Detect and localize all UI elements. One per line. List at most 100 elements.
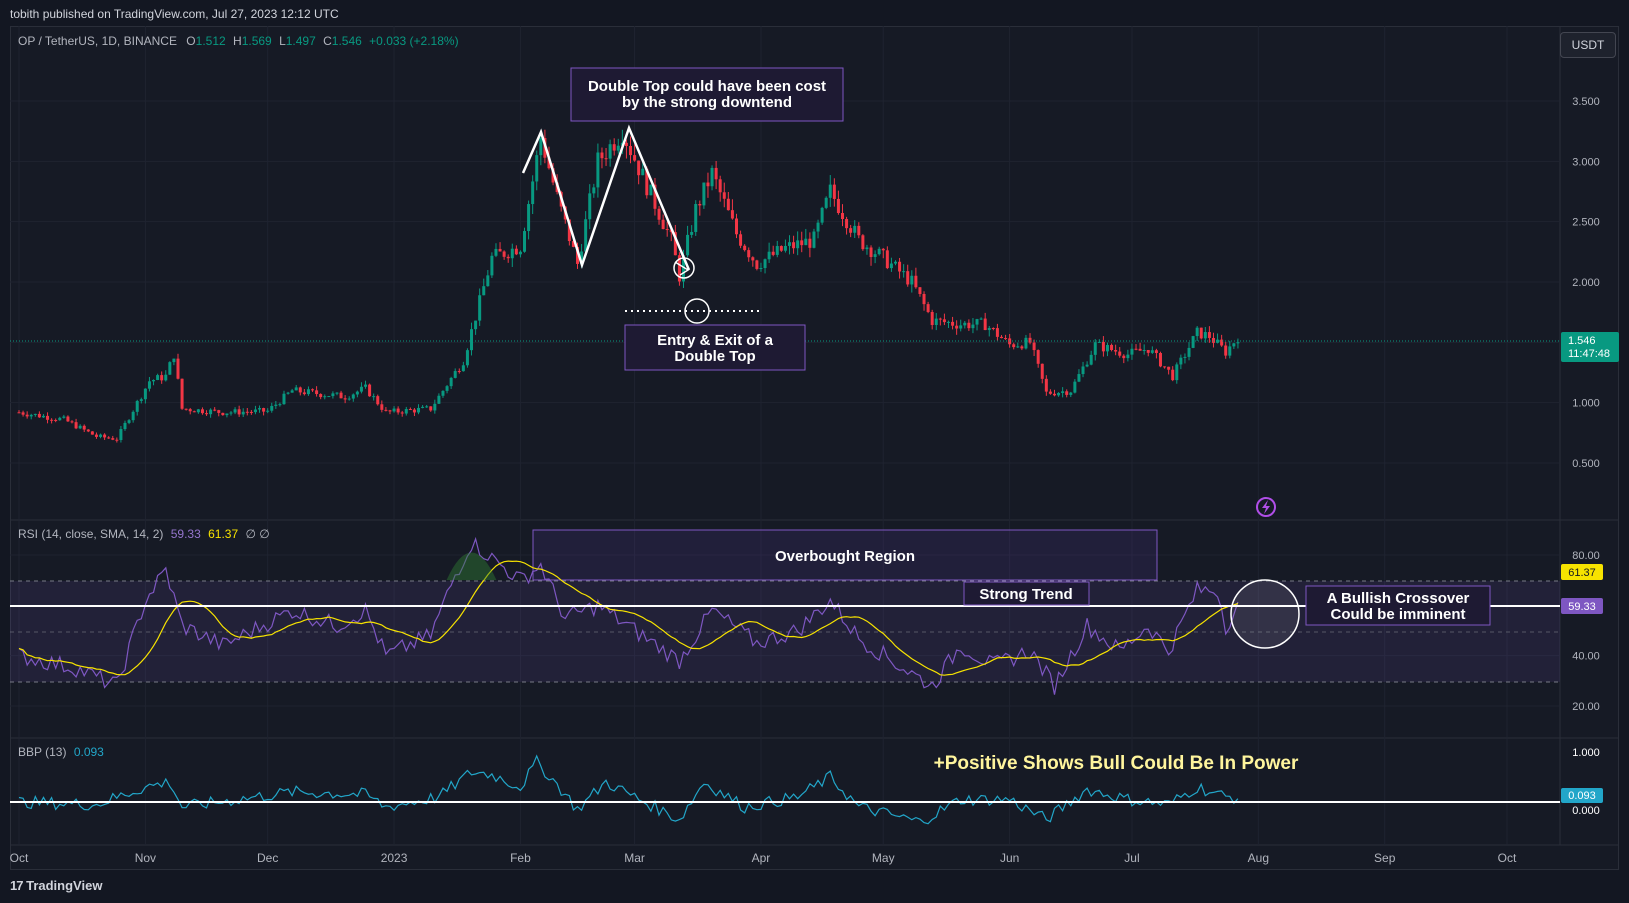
tradingview-footer[interactable]: 17 TradingView [10, 878, 102, 893]
rsi-axis-label: 20.00 [1572, 701, 1600, 713]
candle-body [351, 394, 355, 399]
candle-body [417, 407, 421, 413]
candle-body [274, 404, 278, 406]
candle-body [730, 210, 734, 219]
axis-layer: Oct Nov Dec 2023 Feb Mar Apr May Jun Jul Aug Sep Oct… [10, 96, 1600, 865]
candle-body [869, 247, 873, 257]
candle-body [1061, 391, 1065, 393]
bbp-legend[interactable]: BBP (13) 0.093 [18, 745, 104, 759]
candle-body [816, 222, 820, 232]
lightning-event-icon[interactable] [1256, 497, 1276, 517]
candle-body [437, 395, 441, 404]
time-axis-label: Mar [624, 851, 645, 865]
candle-body [465, 350, 469, 366]
candle-body [567, 219, 571, 242]
candle-body [946, 321, 950, 323]
candle-body [857, 225, 861, 236]
candle-body [1220, 339, 1224, 346]
candle-body [139, 399, 143, 401]
candle-body [551, 168, 555, 183]
candle-body [229, 412, 233, 414]
candle-body [951, 321, 955, 326]
candle-body [514, 248, 518, 255]
candle-body [408, 409, 412, 411]
candle-body [1052, 393, 1056, 396]
rsi-layer [18, 536, 1239, 695]
candle-body [1134, 348, 1138, 350]
candle-body [1224, 345, 1228, 356]
candle-body [70, 421, 74, 423]
candle-body [902, 271, 906, 273]
rsi-legend-extra: ∅ ∅ [245, 527, 270, 541]
candle-body [368, 384, 372, 397]
rsi-legend[interactable]: RSI (14, close, SMA, 14, 2) 59.33 61.37 … [18, 527, 270, 541]
candle-body [999, 336, 1003, 339]
candle-body [735, 218, 739, 235]
candle-body [987, 327, 991, 331]
candle-body [710, 167, 714, 187]
candle-body [779, 246, 783, 251]
rsi-line [18, 536, 1239, 695]
time-axis-label: Oct [10, 851, 29, 865]
candle-body [41, 415, 45, 418]
candle-body [1232, 343, 1236, 347]
candle-body [1057, 392, 1061, 396]
candle-body [747, 250, 751, 258]
candle-body [282, 393, 286, 405]
candle-body [156, 375, 160, 381]
candle-body [624, 142, 628, 146]
candle-body [975, 319, 979, 325]
candle-body [82, 425, 86, 430]
rsi-ma-badge-value: 61.37 [1568, 567, 1596, 579]
candle-body [934, 318, 938, 325]
candle-body [347, 398, 351, 400]
candle-body [262, 408, 266, 412]
candle-body [225, 413, 229, 416]
candle-body [885, 250, 889, 269]
candle-body [1069, 392, 1073, 395]
double-top-drawing [521, 124, 691, 271]
high-value: 1.569 [241, 34, 272, 48]
candle-body [1167, 366, 1171, 370]
candle-body [1138, 348, 1142, 351]
currency-button[interactable]: USDT [1560, 32, 1616, 58]
candle-body [1028, 337, 1032, 343]
candle-body [1199, 327, 1203, 339]
candle-body [926, 304, 930, 313]
price-axis-label: 3.000 [1572, 156, 1600, 168]
candle-body [918, 287, 922, 294]
candle-body [1016, 346, 1020, 348]
candle-body [412, 409, 416, 413]
candle-body [449, 377, 453, 387]
candle-body [840, 213, 844, 220]
candle-body [1048, 391, 1052, 394]
high-label: H [233, 34, 242, 48]
last-price-badge [1561, 332, 1619, 362]
candle-body [1118, 351, 1122, 356]
candle-body [690, 231, 694, 235]
candle-body [1179, 357, 1183, 365]
candle-body [726, 198, 730, 211]
bbp-legend-label: BBP (13) [18, 745, 67, 759]
candle-body [1154, 350, 1158, 354]
grid-layer [10, 26, 1560, 845]
candle-body [706, 182, 710, 187]
candle-body [429, 406, 433, 411]
candle-body [200, 409, 204, 414]
candle-body [115, 439, 119, 441]
change-value: +0.033 (+2.18%) [369, 34, 459, 48]
candle-body [775, 246, 779, 255]
bbp-axis-label: 0.000 [1572, 805, 1600, 817]
candle-body [722, 192, 726, 199]
time-axis-label: Jul [1124, 851, 1139, 865]
rsi-axis-label: 40.00 [1572, 651, 1600, 663]
candle-body [812, 231, 816, 248]
time-axis-label: Jun [1000, 851, 1019, 865]
symbol-legend[interactable]: OP / TetherUS, 1D, BINANCE O1.512 H1.569… [18, 34, 459, 48]
candle-body [94, 434, 98, 437]
candle-body [29, 414, 33, 417]
candle-body [604, 158, 608, 160]
candle-body [1142, 349, 1146, 351]
chart-frame[interactable] [10, 26, 1619, 870]
